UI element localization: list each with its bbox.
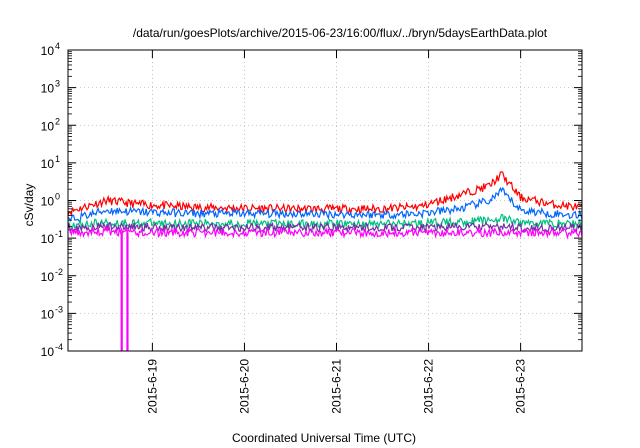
y-tick-label-base: 10 (41, 82, 55, 96)
y-tick-label-base: 10 (41, 119, 55, 133)
y-tick-label: 10 0 (41, 192, 60, 209)
series-line (67, 221, 583, 234)
y-tick-label-exponent: -2 (55, 267, 63, 277)
y-tick-label-base: 10 (41, 195, 55, 209)
y-tick-label-base: 10 (41, 157, 55, 171)
y-tick-label-exponent: 4 (55, 41, 60, 51)
series-line (67, 225, 583, 240)
y-tick-label: 10 3 (41, 79, 60, 96)
y-tick-label-exponent: -3 (55, 304, 63, 314)
y-tick-label-exponent: -1 (55, 229, 63, 239)
x-tick-label: 2015-6-19 (145, 359, 159, 414)
x-axis-label: Coordinated Universal Time (UTC) (232, 431, 416, 445)
y-tick-label-exponent: 3 (55, 79, 60, 89)
y-tick-label-base: 10 (41, 270, 55, 284)
x-tick-label: 2015-6-20 (237, 359, 251, 414)
x-tick-label: 2015-6-22 (422, 359, 436, 414)
grid (68, 50, 582, 351)
chart-title: /data/run/goesPlots/archive/2015-06-23/1… (133, 26, 548, 40)
y-tick-label: 10 -2 (41, 267, 63, 284)
y-axis-label: cSv/day (22, 184, 36, 227)
y-tick-label: 10 -3 (41, 304, 63, 321)
x-tick-label: 2015-6-23 (514, 359, 528, 414)
y-tick-label-base: 10 (41, 345, 55, 359)
y-tick-label-exponent: 2 (55, 116, 60, 126)
y-tick-label-base: 10 (41, 307, 55, 321)
y-tick-label: 10 4 (41, 41, 60, 58)
series-line (67, 213, 583, 230)
y-tick-label-exponent: 0 (55, 192, 60, 202)
y-tick-label-base: 10 (41, 232, 55, 246)
series-line (67, 171, 583, 217)
y-tick-label-exponent: 1 (55, 154, 60, 164)
plot-series (67, 171, 583, 351)
y-tick-label: 10 -4 (41, 342, 63, 359)
y-tick-label-base: 10 (41, 44, 55, 58)
series-line (67, 186, 583, 223)
y-tick-label-exponent: -4 (55, 342, 63, 352)
y-tick-label: 10 1 (41, 154, 60, 171)
y-tick-label: 10 -1 (41, 229, 63, 246)
y-tick-label: 10 2 (41, 116, 60, 133)
x-tick-label: 2015-6-21 (330, 359, 344, 414)
